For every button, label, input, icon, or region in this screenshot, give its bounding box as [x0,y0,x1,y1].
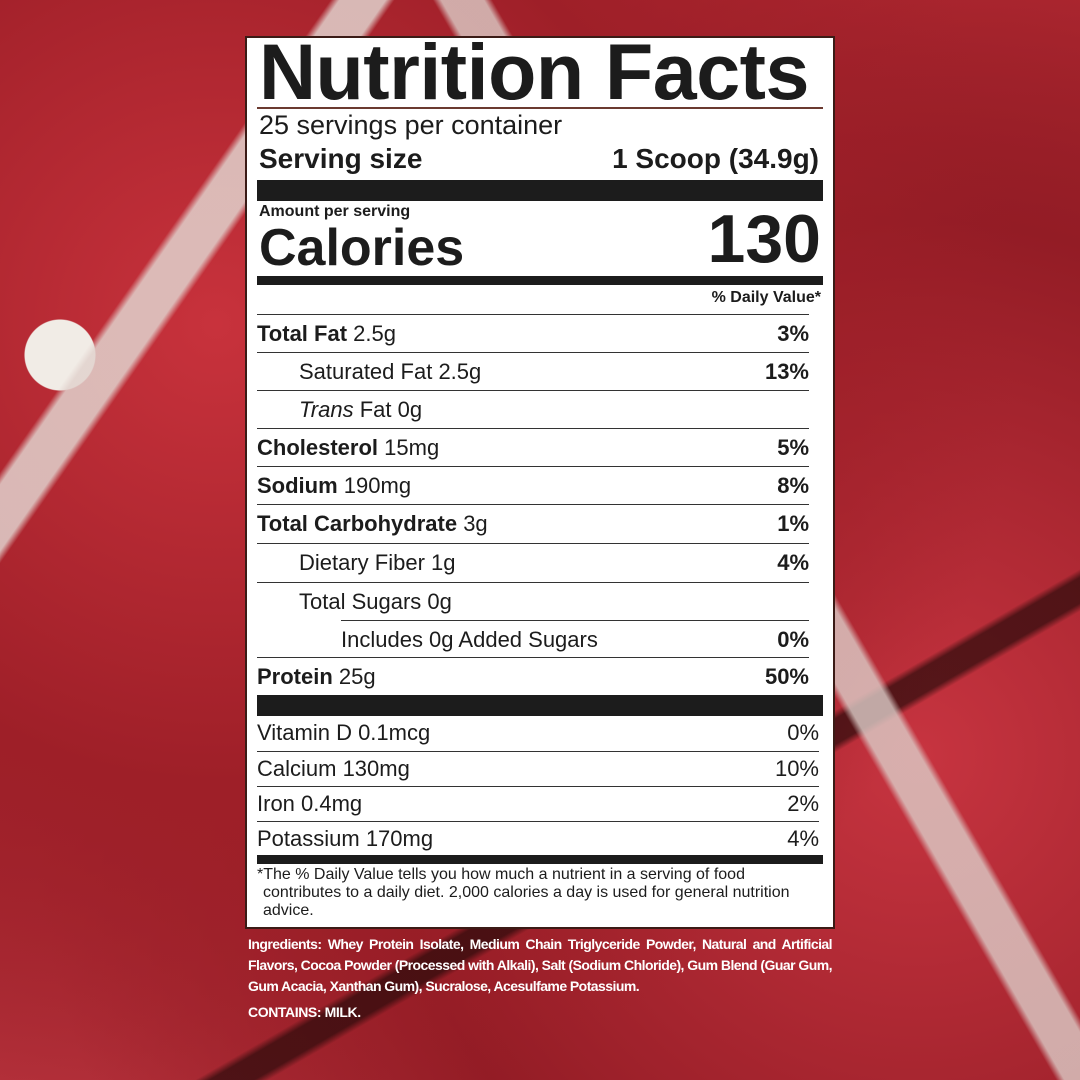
vitamin-row: Calcium 130mg 10% [257,751,819,786]
thick-divider [257,695,823,716]
medium-divider [257,855,823,864]
vitamin-row: Vitamin D 0.1mcg 0% [257,720,819,745]
servings-per-container: 25 servings per container [259,110,563,140]
serving-size: Serving size 1 Scoop (34.9g) [259,143,819,175]
nutrient-row-total-carbohydrate: Total Carbohydrate 3g 1% [257,504,809,543]
vitamin-row: Iron 0.4mg 2% [257,786,819,821]
nutrient-row-sodium: Sodium 190mg 8% [257,466,809,505]
calories-value: 130 [707,201,821,277]
ingredients-block: Ingredients: Whey Protein Isolate, Mediu… [248,934,833,1021]
label-title: Nutrition Facts [259,27,809,116]
nutrient-row-cholesterol: Cholesterol 15mg 5% [257,428,809,467]
ingredients-text: Ingredients: Whey Protein Isolate, Mediu… [248,936,833,994]
serving-size-value: 1 Scoop (34.9g) [612,143,819,174]
nutrient-row-added-sugars: Includes 0g Added Sugars 0% [341,620,809,659]
nutrient-row-saturated-fat: Saturated Fat 2.5g 13% [257,352,809,391]
nutrient-row-protein: Protein 25g 50% [257,657,809,696]
nutrient-row-trans-fat: Trans Fat 0g [257,390,809,429]
calories-label: Calories [259,219,465,277]
allergen-statement: CONTAINS: MILK. [248,1004,361,1020]
divider [257,107,823,109]
daily-value-footnote: *The % Daily Value tells you how much a … [257,866,790,919]
thick-divider [257,180,823,201]
medium-divider [257,276,823,285]
serving-size-label: Serving size [259,143,423,174]
nutrient-row-dietary-fiber: Dietary Fiber 1g 4% [257,543,809,582]
amount-per-serving: Amount per serving [259,203,411,220]
nutrition-facts-panel: Nutrition Facts 25 servings per containe… [247,27,833,927]
daily-value-header: % Daily Value* [711,289,821,306]
vitamin-row: Potassium 170mg 4% [257,821,819,856]
nutrient-row-total-fat: Total Fat 2.5g 3% [257,314,809,353]
nutrient-row-total-sugars: Total Sugars 0g [257,582,809,621]
